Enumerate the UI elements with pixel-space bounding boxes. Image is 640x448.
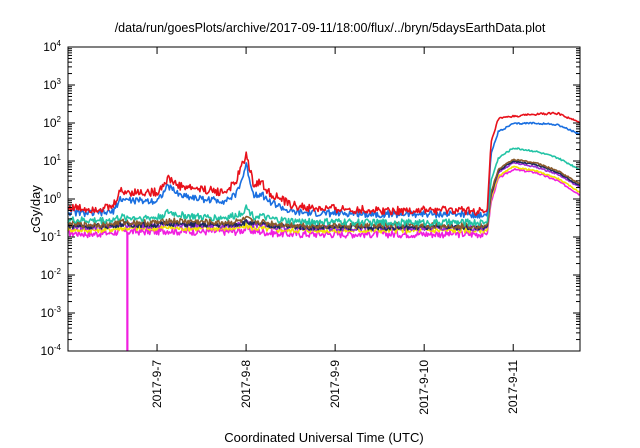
y-tick-base: 10 <box>43 40 57 54</box>
x-axis-label: Coordinated Universal Time (UTC) <box>224 430 423 445</box>
y-tick-base: 10 <box>43 154 57 168</box>
y-tick-base: 10 <box>43 78 57 92</box>
plot-frame <box>67 46 581 352</box>
y-tick-label: 103 <box>43 77 61 92</box>
y-tick-base: 10 <box>41 344 55 358</box>
y-tick-label: 10-4 <box>41 343 62 358</box>
y-tick-label: 10-3 <box>41 305 62 320</box>
y-tick-base: 10 <box>43 116 57 130</box>
y-tick-label: 10-2 <box>41 267 62 282</box>
y-tick-exponent: -3 <box>54 305 62 314</box>
chart-title: /data/run/goesPlots/archive/2017-09-11/1… <box>115 21 546 35</box>
y-tick-base: 10 <box>41 268 55 282</box>
y-tick-exponent: 1 <box>57 153 62 162</box>
y-tick-label: 10-1 <box>41 229 62 244</box>
series-layer <box>67 111 581 351</box>
y-tick-base: 10 <box>41 306 55 320</box>
y-tick-label: 104 <box>43 39 61 54</box>
series-line <box>67 111 581 216</box>
y-tick-exponent: 2 <box>57 115 62 124</box>
y-tick-exponent: -4 <box>54 343 62 352</box>
y-tick-base: 10 <box>43 192 57 206</box>
series-line <box>67 158 581 230</box>
y-tick-label: 102 <box>43 115 61 130</box>
x-tick-label: 2017-9-10 <box>417 360 431 415</box>
y-tick-exponent: -2 <box>54 267 62 276</box>
x-tick-label: 2017-9-9 <box>328 360 342 408</box>
y-tick-label: 101 <box>43 153 61 168</box>
y-axis-label: cGy/day <box>28 185 43 233</box>
y-tick-exponent: 0 <box>57 191 62 200</box>
y-tick-exponent: -1 <box>54 229 62 238</box>
y-tick-label: 100 <box>43 191 61 206</box>
series-line <box>67 121 581 219</box>
y-tick-base: 10 <box>41 230 55 244</box>
y-tick-exponent: 3 <box>57 77 62 86</box>
series-line <box>67 147 580 227</box>
y-tick-exponent: 4 <box>57 39 62 48</box>
x-tick-label: 2017-9-7 <box>150 360 164 408</box>
x-tick-label: 2017-9-11 <box>506 360 520 414</box>
x-tick-label: 2017-9-8 <box>239 360 253 408</box>
